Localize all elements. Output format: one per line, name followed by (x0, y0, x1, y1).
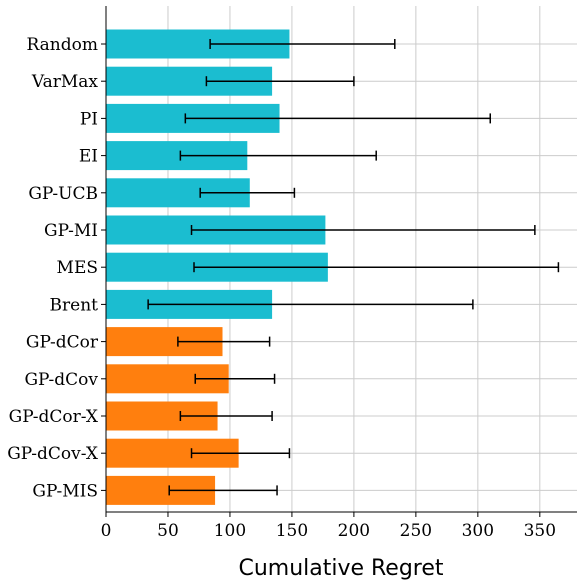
category-label: GP-dCor (26, 333, 99, 353)
category-label: GP-dCov (24, 370, 98, 390)
category-label: EI (79, 147, 98, 167)
category-label: GP-MI (44, 221, 98, 241)
category-label: GP-dCov-X (7, 444, 99, 464)
x-tick-label: 50 (157, 521, 179, 541)
category-label: MES (57, 258, 98, 278)
x-tick-label: 350 (524, 521, 556, 541)
x-axis-title: Cumulative Regret (238, 556, 443, 581)
label-layer: 0 50 100 150 200 250 300 350 Random VarMax PI EI GP-… (7, 35, 556, 541)
category-label: GP-MIS (32, 481, 98, 501)
x-tick-label: 0 (101, 521, 112, 541)
x-tick-label: 150 (276, 521, 308, 541)
error-layer (147, 39, 560, 496)
category-label: VarMax (31, 72, 99, 92)
category-label: GP-dCor-X (9, 407, 99, 427)
category-label: Random (26, 35, 98, 55)
x-tick-label: 200 (338, 521, 370, 541)
category-label: GP-UCB (28, 184, 98, 204)
category-label: PI (80, 109, 98, 129)
axis-layer (101, 6, 577, 517)
x-tick-label: 100 (214, 521, 246, 541)
x-tick-label: 300 (462, 521, 494, 541)
x-tick-label: 250 (400, 521, 432, 541)
category-label: Brent (50, 295, 99, 315)
